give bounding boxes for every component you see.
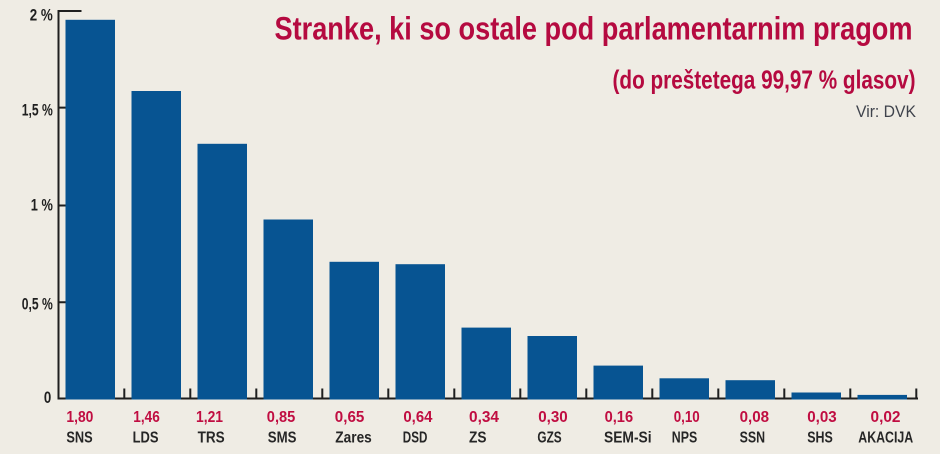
svg-text:SEM-Si: SEM-Si: [604, 430, 652, 447]
svg-text:0,10: 0,10: [674, 409, 700, 426]
svg-text:SMS: SMS: [268, 430, 297, 447]
svg-text:LDS: LDS: [133, 430, 159, 447]
svg-text:GZS: GZS: [537, 430, 562, 447]
svg-text:0,64: 0,64: [403, 409, 432, 426]
svg-text:0,08: 0,08: [740, 409, 770, 426]
svg-text:SHS: SHS: [807, 430, 833, 447]
svg-text:ZS: ZS: [469, 430, 487, 447]
svg-text:Stranke, ki so ostale pod parl: Stranke, ki so ostale pod parlamentarnim…: [275, 11, 913, 47]
svg-text:AKACIJA: AKACIJA: [858, 430, 913, 447]
svg-text:1,5 %: 1,5 %: [22, 100, 53, 119]
svg-text:0,03: 0,03: [807, 409, 837, 426]
svg-text:TRS: TRS: [198, 430, 225, 447]
svg-text:1 %: 1 %: [31, 195, 53, 214]
svg-text:(do preštetega 99,97 % glasov): (do preštetega 99,97 % glasov): [613, 65, 916, 95]
svg-text:SSN: SSN: [740, 430, 766, 447]
svg-text:1,46: 1,46: [133, 409, 160, 426]
svg-text:0,34: 0,34: [469, 409, 499, 426]
svg-text:DSD: DSD: [403, 430, 428, 447]
svg-text:NPS: NPS: [672, 430, 698, 447]
svg-text:0,02: 0,02: [871, 409, 901, 426]
svg-text:Vir: DVK: Vir: DVK: [856, 102, 917, 121]
svg-text:1,80: 1,80: [66, 409, 93, 426]
svg-text:0,16: 0,16: [605, 409, 634, 426]
svg-text:0,30: 0,30: [538, 409, 568, 426]
svg-text:SNS: SNS: [66, 430, 93, 447]
svg-text:1,21: 1,21: [196, 409, 223, 426]
svg-text:0,65: 0,65: [335, 409, 365, 426]
svg-text:2 %: 2 %: [30, 5, 53, 24]
svg-text:0,85: 0,85: [267, 409, 296, 426]
svg-text:Zares: Zares: [335, 430, 372, 447]
svg-text:0,5 %: 0,5 %: [22, 295, 53, 314]
svg-text:0: 0: [44, 388, 51, 407]
